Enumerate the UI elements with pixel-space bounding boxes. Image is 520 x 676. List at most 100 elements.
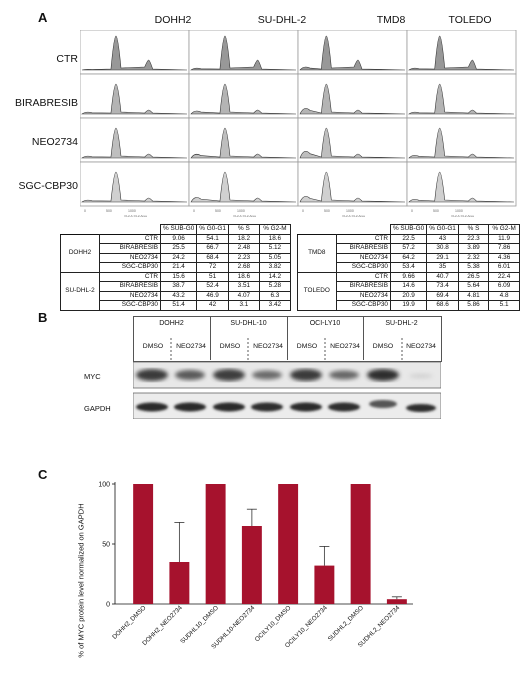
table-value-cell: 43 (426, 233, 459, 244)
table-row: SU-DHL-2 CTR 15.6 51 18.6 14.2 (60, 271, 291, 311)
bar-ocily10_dmso (278, 484, 299, 604)
table-condition-cell: SGC-CBP30 (335, 262, 391, 273)
histogram-axis-label: FL2-A::FL2-Area (452, 214, 475, 218)
histogram-axis-label: FL2-A::FL2-Area (343, 214, 366, 218)
table-value-cell: 42 (196, 300, 229, 311)
table-value-cell: 53.4 (389, 262, 428, 273)
histogram-frame (80, 117, 190, 163)
histogram-trace (190, 35, 297, 71)
table-row: BIRABRESIB 14.6 73.4 5.64 6.09 (298, 281, 520, 292)
lane-label-neo2734: NEO2734 (176, 343, 206, 350)
table-value-cell: 18.2 (227, 233, 260, 244)
panel-c-letter: C (38, 467, 48, 482)
table-value-cell: 9.06 (159, 233, 198, 244)
x-tick-label: DOHH2_DMSO (111, 604, 147, 640)
blot-header-su-dhl-2: SU-DHL-2 (385, 320, 418, 327)
histogram-trace (190, 83, 297, 115)
table-value-cell: 4.8 (488, 290, 520, 301)
table-condition-cell: SGC-CBP30 (335, 300, 391, 311)
histogram-trace (190, 127, 297, 159)
histogram-trace (299, 35, 406, 71)
table-value-cell: 54.1 (196, 233, 229, 244)
lane-label-dmso: DMSO (296, 343, 318, 350)
cell-cycle-table-left: % SUB-G0% G0-G1% S% G2-M DOHH2 CTR 9.06 54.1… (60, 224, 291, 311)
table-value-cell: 6.3 (258, 290, 291, 301)
table-condition-cell: NEO2734 (335, 290, 391, 301)
table-header-cell: % G0-G1 (426, 224, 459, 235)
table-row: SGC-CBP30 19.9 68.6 5.86 5.1 (298, 300, 520, 311)
table-row: SGC-CBP30 51.4 42 3.1 3.42 (61, 300, 291, 311)
histogram-frame (188, 161, 299, 207)
histogram-trace (81, 171, 188, 203)
table-condition-cell: CTR (99, 233, 161, 244)
table-value-cell: 3.1 (227, 300, 260, 311)
histogram-tick-label: 500 (324, 209, 330, 213)
table-value-cell: 19.9 (389, 300, 428, 311)
table-value-cell: 43.2 (159, 290, 198, 301)
table-value-cell: 3.51 (227, 281, 260, 292)
table-value-cell: 66.7 (196, 243, 229, 254)
histogram-frame (188, 30, 299, 75)
x-tick-label: OCILY10_DMSO (254, 604, 293, 643)
table-header-cell: % SUB-G0 (159, 224, 198, 235)
table-header-cell: % G2-M (488, 224, 520, 235)
table-condition-cell: BIRABRESIB (335, 281, 391, 292)
table-header-cell: % S (457, 224, 490, 235)
table-group-label: TMD8 (297, 233, 337, 273)
table-condition-cell: CTR (335, 271, 391, 282)
x-tick-label: SUDHL10_DMSO (179, 604, 220, 645)
table-value-cell: 22.5 (389, 233, 428, 244)
y-axis-title: % of MYC protein level normalized on GAP… (76, 503, 86, 658)
table-value-cell: 14.6 (389, 281, 428, 292)
table-condition-cell: BIRABRESIB (99, 281, 161, 292)
histogram-trace (81, 35, 188, 71)
histogram-frame (297, 30, 408, 75)
table-value-cell: 11.9 (488, 233, 520, 244)
column-header-su-dhl-2: SU-DHL-2 (257, 14, 307, 26)
histogram-frame (406, 73, 517, 119)
histogram-tick-label: 1000 (128, 209, 136, 213)
lane-label-dmso: DMSO (142, 343, 164, 350)
y-tick-label: 0 (106, 602, 110, 609)
table-value-cell: 72 (196, 262, 229, 273)
histogram-frame (406, 117, 517, 163)
bar-dohh2_dmso (133, 484, 154, 604)
table-header-cell: % SUB-G0 (389, 224, 428, 235)
table-value-cell: 26.5 (457, 271, 490, 282)
table-value-cell: 57.2 (389, 243, 428, 254)
histogram-frame (80, 73, 190, 119)
table-value-cell: 4.81 (457, 290, 490, 301)
table-value-cell: 3.82 (258, 262, 291, 273)
y-tick-label: 50 (102, 542, 110, 549)
table-header-cell: % S (227, 224, 260, 235)
histogram-trace (190, 171, 297, 203)
column-header-toledo: TOLEDO (448, 14, 492, 26)
table-value-cell: 22.3 (457, 233, 490, 244)
histogram-tick-label: 500 (433, 209, 439, 213)
western-blot-image (133, 362, 441, 419)
x-tick-label: DOHH2_NEO2734 (141, 604, 184, 647)
table-value-cell: 2.48 (227, 243, 260, 254)
histogram-frame (406, 161, 517, 207)
table-row: TOLEDO CTR 9.66 40.7 26.5 22.4 (297, 271, 520, 311)
table-condition-cell: CTR (99, 271, 161, 282)
table-row: NEO2734 64.2 29.1 2.32 4.36 (298, 252, 520, 263)
row-label-sgc-cbp30: SGC-CBP30 (18, 180, 78, 192)
table-value-cell: 2.68 (227, 262, 260, 273)
row-label-neo2734: NEO2734 (31, 136, 78, 148)
table-value-cell: 68.6 (426, 300, 459, 311)
histogram-frame (188, 117, 299, 163)
table-value-cell: 38.7 (159, 281, 198, 292)
table-value-cell: 18.6 (258, 233, 291, 244)
row-label-birabresib: BIRABRESIB (14, 97, 78, 109)
histogram-trace (408, 171, 515, 203)
table-group-label: SU-DHL-2 (60, 271, 100, 311)
histogram-tick-label: 1000 (237, 209, 245, 213)
protein-label-gapdh: GAPDH (84, 404, 111, 413)
bar-sudhl2_neo2734 (386, 599, 407, 604)
lane-dividers (170, 338, 403, 360)
histogram-trace (299, 83, 406, 115)
table-value-cell: 68.4 (196, 252, 229, 263)
histogram-trace (408, 127, 515, 159)
table-row: TMD8 CTR 22.5 43 22.3 11.9 (297, 233, 520, 273)
